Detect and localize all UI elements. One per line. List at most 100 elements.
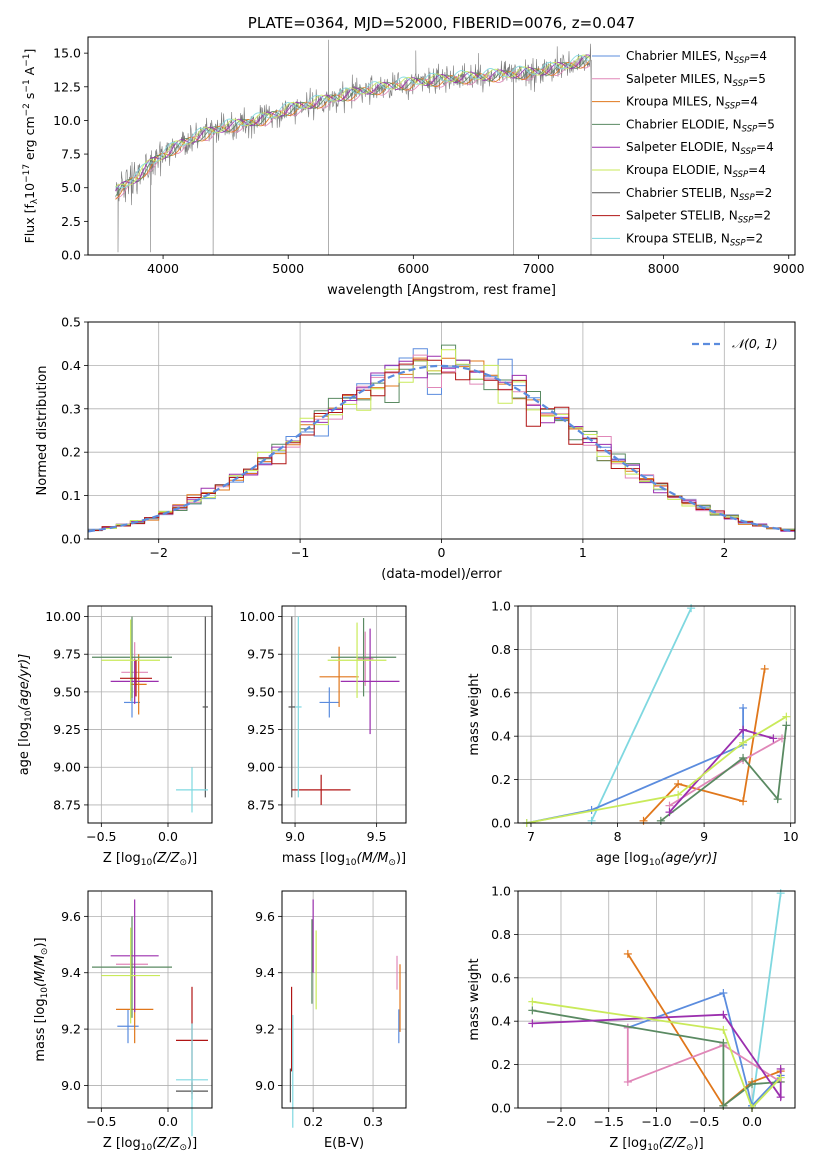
axes-spectrum: PLATE=0364, MJD=52000, FIBERID=0076, z=0… <box>22 14 635 298</box>
x-tick-label: 6000 <box>397 261 429 276</box>
x-tick-label: 10 <box>783 829 799 844</box>
x-tick-label: −0.5 <box>86 1114 116 1129</box>
y-tick-label: 9.2 <box>61 1022 81 1037</box>
axes-mass_vs_Z: Z [log10(Z/Z⊙)] mass [log10(M/M⊙)] <box>33 891 212 1153</box>
weight-series-line <box>668 728 774 813</box>
legend-entry: Salpeter STELIB, NSSP=2 <box>626 209 771 226</box>
frame-mass_vs_ebv: 0.2 0.3 9.0 9.2 9.4 9.6 <box>255 890 407 1129</box>
spectrum-legend: Chabrier MILES, NSSP=4 Salpeter MILES, NS… <box>592 49 775 248</box>
frame-residuals: −2 −1 0 1 2 0.0 0.1 0.2 0.3 0.4 0.5 <box>61 315 796 560</box>
y-tick-label: 2.5 <box>61 214 81 229</box>
axes-weight_vs_age: age [log10(age/yr)] mass weight <box>467 604 795 868</box>
y-tick-label: 9.25 <box>53 722 81 737</box>
y-tick-label: 9.50 <box>53 684 81 699</box>
x-tick-label: −0.5 <box>689 1114 719 1129</box>
y-tick-label: 0.8 <box>491 927 511 942</box>
y-axis-label: Normed distribution <box>35 366 50 496</box>
x-tick-label: 0.0 <box>158 829 178 844</box>
y-axis-label: mass weight <box>467 673 482 755</box>
spectrum-model-line <box>115 54 591 192</box>
y-axis-label: mass [log10(M/M⊙)] <box>33 937 50 1061</box>
y-tick-label: 9.0 <box>255 1078 275 1093</box>
axes-frame <box>87 890 213 1109</box>
legend-entry: Chabrier ELODIE, NSSP=5 <box>626 117 775 134</box>
x-tick-label: −1 <box>291 545 309 560</box>
x-tick-label: 5000 <box>272 261 304 276</box>
legend-entry: Chabrier STELIB, NSSP=2 <box>626 186 772 203</box>
spectrum-model-line <box>115 55 591 197</box>
x-tick-label: 7000 <box>523 261 555 276</box>
x-tick-label: 4000 <box>147 261 179 276</box>
x-tick-label: 8000 <box>648 261 680 276</box>
x-tick-label: 0.0 <box>742 1114 762 1129</box>
y-tick-label: 0.8 <box>491 642 511 657</box>
y-tick-label: 1.0 <box>491 884 511 899</box>
y-tick-label: 5.0 <box>61 180 81 195</box>
axes-frame <box>87 605 213 824</box>
y-tick-label: 0.0 <box>61 248 81 263</box>
frame-age_vs_mass: 9.0 9.5 8.75 9.00 9.25 9.50 9.75 10.00 <box>239 605 407 844</box>
frame-weight_vs_Z: −2.0 −1.5 −1.0 −0.5 0.0 0.0 0.2 0.4 0.6 0.8 1.0 <box>491 884 796 1129</box>
weight-series-line <box>660 725 788 822</box>
spectrum-model-line <box>115 54 591 188</box>
weight-series-line <box>627 991 782 1108</box>
legend-entry: Kroupa MILES, NSSP=4 <box>626 95 758 112</box>
axes-residuals: 𝒩(0, 1) (data-model)/error Normed distribu… <box>35 321 796 582</box>
y-tick-label: 9.00 <box>53 760 81 775</box>
x-axis-label: age [log10(age/yr)] <box>596 851 718 868</box>
x-tick-label: −1.5 <box>594 1114 624 1129</box>
x-tick-label: 9 <box>700 829 708 844</box>
legend-entry: Kroupa ELODIE, NSSP=4 <box>626 163 766 180</box>
weight-series-line <box>532 1000 782 1110</box>
weight-series-line <box>751 893 782 1106</box>
frame-mass_vs_Z: −0.5 0.0 9.0 9.2 9.4 9.6 <box>61 890 213 1129</box>
axes-age_vs_Z: Z [log10(Z/Z⊙)] age [log10(age/yr)] <box>17 606 212 868</box>
x-axis-label: Z [log10(Z/Z⊙)] <box>103 1136 197 1153</box>
y-tick-label: 9.50 <box>247 684 275 699</box>
x-tick-label: 2 <box>720 545 728 560</box>
weight-series-line <box>590 607 692 822</box>
y-tick-label: 9.75 <box>53 647 81 662</box>
legend-entry: Salpeter ELODIE, NSSP=4 <box>626 140 774 157</box>
y-tick-label: 9.6 <box>255 909 275 924</box>
y-tick-label: 8.75 <box>247 797 275 812</box>
y-tick-label: 9.2 <box>255 1022 275 1037</box>
y-tick-label: 0.1 <box>61 488 81 503</box>
axes-mass_vs_ebv: E(B-V) <box>282 891 406 1151</box>
weight-series-line <box>526 715 787 824</box>
axes-frame <box>517 605 796 824</box>
y-tick-label: 0.5 <box>61 315 81 330</box>
y-tick-label: 9.0 <box>61 1078 81 1093</box>
x-tick-label: −2 <box>149 545 167 560</box>
y-tick-label: 0.4 <box>491 729 511 744</box>
frame-spectrum: 4000 5000 6000 7000 8000 9000 0.0 2.5 5.0 7.5 10.0… <box>53 36 805 276</box>
y-tick-label: 0.6 <box>491 685 511 700</box>
y-axis-label: age [log10(age/yr)] <box>17 654 34 776</box>
frame-weight_vs_age: 7 8 9 10 0.0 0.2 0.4 0.6 0.8 1.0 <box>491 599 799 845</box>
y-tick-label: 0.0 <box>491 816 511 831</box>
y-tick-label: 1.0 <box>491 599 511 614</box>
x-axis-label: E(B-V) <box>324 1136 364 1151</box>
chart-title: PLATE=0364, MJD=52000, FIBERID=0076, z=0… <box>248 14 635 32</box>
y-tick-label: 0.3 <box>61 401 81 416</box>
y-tick-label: 0.2 <box>61 445 81 460</box>
axes-frame <box>87 36 796 256</box>
y-tick-label: 15.0 <box>53 46 81 61</box>
y-tick-label: 9.4 <box>255 965 275 980</box>
legend-entry: Salpeter MILES, NSSP=5 <box>626 72 766 89</box>
spectrum-data-line <box>115 39 592 256</box>
y-tick-label: 9.00 <box>247 760 275 775</box>
x-axis-label: Z [log10(Z/Z⊙)] <box>103 851 197 868</box>
y-tick-label: 0.0 <box>491 1101 511 1116</box>
weight-series-line <box>626 1027 782 1084</box>
spectrum-model-line <box>115 54 591 189</box>
normal-curve <box>87 364 796 533</box>
x-tick-label: −2.0 <box>546 1114 576 1129</box>
legend-entry: Chabrier MILES, NSSP=4 <box>626 49 767 66</box>
y-tick-label: 0.0 <box>61 532 81 547</box>
y-tick-label: 10.00 <box>239 609 275 624</box>
y-tick-label: 0.6 <box>491 970 511 985</box>
axes-frame <box>281 605 407 824</box>
x-tick-label: 9000 <box>773 261 805 276</box>
